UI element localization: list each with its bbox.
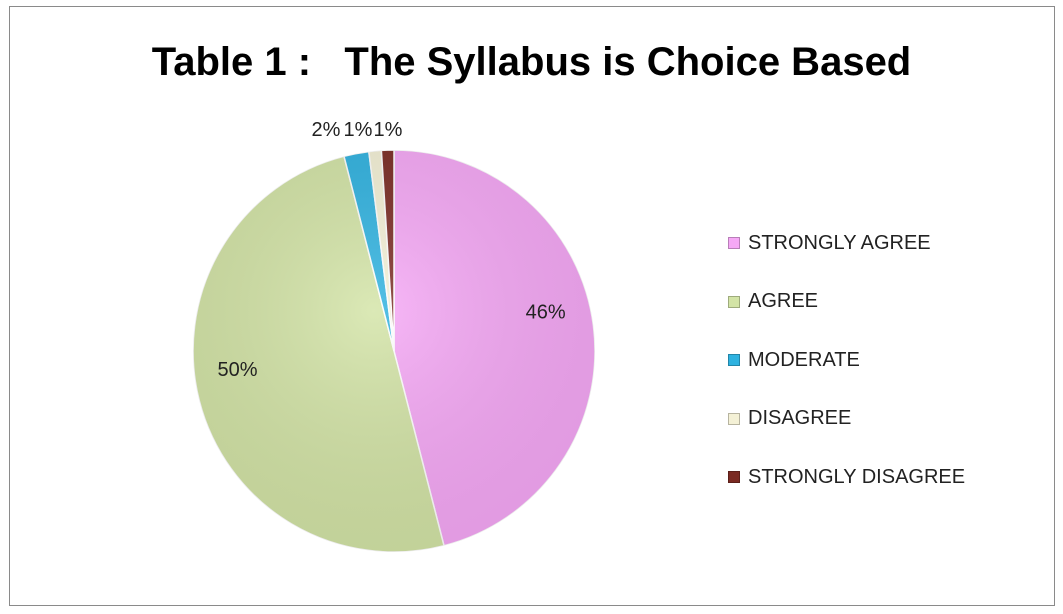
legend-item-strongly-agree: STRONGLY AGREE <box>728 214 965 273</box>
legend: STRONGLY AGREE AGREE MODERATE DISAGREE STRON… <box>728 214 965 507</box>
legend-item-strongly-disagree: STRONGLY DISAGREE <box>728 448 965 507</box>
slice-label-moderate: 2% <box>312 119 341 141</box>
legend-label-disagree: DISAGREE <box>748 407 852 430</box>
legend-swatch-strongly-agree <box>728 237 740 250</box>
legend-label-strongly-disagree: STRONGLY DISAGREE <box>748 465 966 488</box>
legend-swatch-agree <box>728 295 740 308</box>
legend-label-strongly-agree: STRONGLY AGREE <box>748 231 931 254</box>
chart-title: Table 1 : The Syllabus is Choice Based <box>151 40 912 84</box>
legend-item-moderate: MODERATE <box>728 331 965 390</box>
slice-label-strongly-disagree: 1% <box>374 119 403 141</box>
legend-swatch-moderate <box>728 354 740 367</box>
legend-label-agree: AGREE <box>748 290 819 313</box>
legend-item-disagree: DISAGREE <box>728 390 965 449</box>
legend-item-agree: AGREE <box>728 273 965 332</box>
slice-label-strongly-agree: 46% <box>526 301 566 323</box>
legend-label-moderate: MODERATE <box>748 348 860 371</box>
legend-swatch-strongly-disagree <box>728 471 740 484</box>
legend-swatch-disagree <box>728 412 740 425</box>
slice-label-agree: 50% <box>217 359 257 381</box>
slice-label-disagree: 1% <box>344 119 373 141</box>
